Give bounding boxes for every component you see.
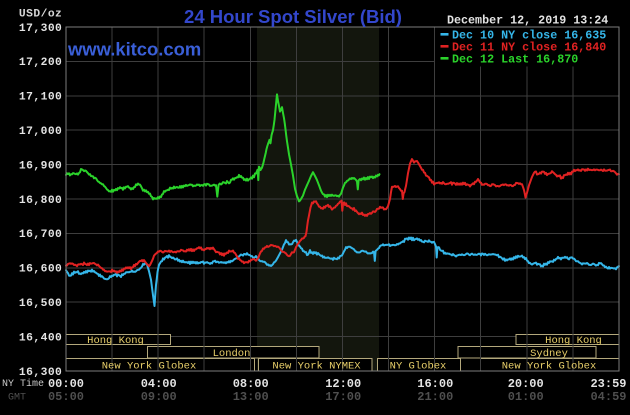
svg-text:16,500: 16,500 xyxy=(19,298,62,310)
svg-text:Hong Kong: Hong Kong xyxy=(545,335,602,347)
svg-text:04:00: 04:00 xyxy=(141,377,177,391)
svg-text:17,300: 17,300 xyxy=(19,23,62,35)
svg-text:01:00: 01:00 xyxy=(508,390,544,404)
svg-text:16,700: 16,700 xyxy=(19,229,62,241)
svg-text:17:00: 17:00 xyxy=(325,390,361,404)
svg-text:17,000: 17,000 xyxy=(19,126,62,138)
svg-text:12:00: 12:00 xyxy=(325,377,361,391)
svg-text:GMT: GMT xyxy=(8,393,26,404)
svg-text:13:00: 13:00 xyxy=(233,390,269,404)
svg-text:21:00: 21:00 xyxy=(417,390,453,404)
svg-text:USD/oz: USD/oz xyxy=(19,9,62,21)
svg-text:20:00: 20:00 xyxy=(508,377,544,391)
svg-text:Dec 12 Last 16,870: Dec 12 Last 16,870 xyxy=(452,53,578,67)
svg-text:New York NYMEX: New York NYMEX xyxy=(272,361,361,373)
svg-text:Dec 10 NY close 16,635: Dec 10 NY close 16,635 xyxy=(452,29,606,43)
svg-text:00:00: 00:00 xyxy=(48,377,84,391)
svg-text:www.kitco.com: www.kitco.com xyxy=(67,38,201,59)
svg-text:16,400: 16,400 xyxy=(19,332,62,344)
svg-text:17,100: 17,100 xyxy=(19,92,62,104)
svg-text:04:59: 04:59 xyxy=(590,390,626,404)
svg-text:08:00: 08:00 xyxy=(233,377,269,391)
svg-text:NY Time: NY Time xyxy=(2,378,44,390)
svg-text:London: London xyxy=(213,348,251,360)
svg-text:New York Globex: New York Globex xyxy=(102,361,197,373)
svg-text:December 12, 2019 13:24: December 12, 2019 13:24 xyxy=(447,14,608,28)
svg-text:Dec 11 NY close 16,840: Dec 11 NY close 16,840 xyxy=(452,41,606,55)
svg-text:16,600: 16,600 xyxy=(19,264,62,276)
svg-text:23:59: 23:59 xyxy=(590,377,626,391)
svg-text:16,900: 16,900 xyxy=(19,160,62,172)
svg-text:17,200: 17,200 xyxy=(19,57,62,69)
svg-text:Hong Kong: Hong Kong xyxy=(87,335,144,347)
svg-text:New York Globex: New York Globex xyxy=(502,361,597,373)
svg-text:05:00: 05:00 xyxy=(48,390,84,404)
svg-text:09:00: 09:00 xyxy=(141,390,177,404)
svg-text:16,800: 16,800 xyxy=(19,195,62,207)
svg-text:16:00: 16:00 xyxy=(417,377,453,391)
svg-text:NY Globex: NY Globex xyxy=(390,361,447,373)
svg-text:Sydney: Sydney xyxy=(530,348,568,360)
svg-text:24 Hour Spot Silver (Bid): 24 Hour Spot Silver (Bid) xyxy=(184,6,402,27)
svg-text:16,300: 16,300 xyxy=(19,367,62,379)
